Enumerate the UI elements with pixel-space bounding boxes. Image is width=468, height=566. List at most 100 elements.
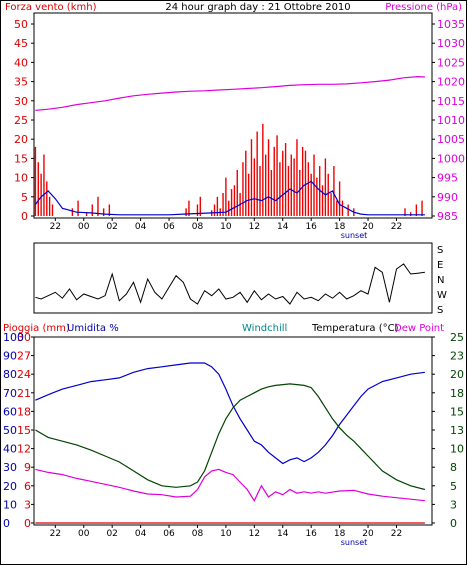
hour-tick-label: 10 [220,222,232,232]
rain-tick-label: 6 [24,480,31,493]
wind-tick-label: 15 [14,152,28,165]
wind-pressure-lines [34,75,425,216]
wind-tick-label: 30 [14,95,28,108]
hour-tick-label: 10 [220,529,232,539]
pressure-tick-label: 1020 [437,76,465,89]
temperature-tick-label: 18 [450,387,464,400]
temp-humidity-lines [35,362,426,524]
humidity-tick-label: 40 [3,443,17,456]
panel-temp-humidity: Pioggia (mm) Umidita % Windchill Tempera… [3,323,464,547]
hour-tick-label: 20 [362,222,374,232]
pressure-tick-label: 1025 [437,56,465,69]
hour-tick-label: 06 [163,222,175,232]
wind-tick-label: 20 [14,133,28,146]
temperature-tick-label: 5 [450,480,457,493]
hour-tick-label: 00 [78,222,90,232]
hour-tick-label: 20 [362,529,374,539]
plot-frame-wind [33,12,433,219]
wind-tick-label: 5 [21,191,28,204]
wind-tick-label: 35 [14,76,28,89]
wind-tick-label: 25 [14,114,28,127]
chart-title: 24 hour graph day : 21 Ottobre 2010 [165,2,350,13]
temperature-tick-label: 10 [450,443,464,456]
wind-direction-line [35,263,425,305]
hour-tick-label: 00 [78,529,90,539]
rain-tick-label: 12 [17,443,31,456]
sunset-label-bottom: sunset [341,538,368,547]
wind-tick-label: 0 [21,210,28,223]
windchill-label: Windchill [242,323,287,334]
pressure-axis-label: Pressione (hPa) [385,2,462,13]
humidity-tick-label: 30 [3,461,17,474]
pressure-tick-label: 1015 [437,95,465,108]
hour-tick-label: 14 [277,529,289,539]
humidity-tick-label: 0 [3,517,10,530]
rain-tick-label: 18 [17,405,31,418]
pressure-tick-label: 1035 [437,18,465,31]
hour-tick-labels-top: 22 00 02 04 06 08 10 12 14 16 18 20 22 [50,218,402,232]
hour-tick-label: 04 [135,222,147,232]
humidity-axis-label: Umidita % [67,323,119,334]
hour-tick-label: 12 [249,222,260,232]
pressure-tick-label: 990 [437,191,458,204]
temperature-tick-label: 3 [450,498,457,511]
dewpoint-label: Dew Point [394,323,444,334]
hour-tick-label: 08 [192,222,204,232]
rain-tick-label: 3 [24,498,31,511]
rain-axis-label: Pioggia (mm) [3,323,70,334]
compass-label: E [437,260,443,271]
wind-tick-label: 45 [14,37,28,50]
humidity-tick-label: 20 [3,480,17,493]
humidity-tick-label: 90 [3,350,17,363]
wind-tick-labels: 0 5 10 15 20 25 30 35 40 45 50 [14,18,34,223]
rain-tick-label: 30 [17,331,31,344]
plot-frame-temp [33,336,433,526]
pressure-line [35,75,425,111]
rain-tick-label: 27 [17,350,31,363]
pressure-tick-label: 1030 [437,37,465,50]
hour-tick-label: 22 [50,222,61,232]
hour-tick-label: 06 [163,529,175,539]
hour-tick-label: 14 [277,222,289,232]
compass-label: N [437,275,444,286]
hour-tick-label: 08 [192,529,204,539]
pressure-tick-labels: 985 990 995 1000 1005 1010 1015 1020 1025 1030 103… [432,18,465,223]
humidity-tick-label: 70 [3,387,17,400]
wind-tick-label: 40 [14,56,28,69]
rain-tick-labels: 0 3 6 9 12 15 18 21 24 27 30 [17,331,34,530]
rain-tick-label: 24 [17,368,31,381]
humidity-line [35,362,425,465]
temperature-tick-label: 8 [450,461,457,474]
panel-wind-pressure: Forza vento (kmh) 24 hour graph day : 21… [5,2,465,240]
wind-direction-line [35,263,425,305]
hour-tick-labels-bottom: 22 00 02 04 06 08 10 12 14 16 18 20 22 [50,525,402,539]
rain-tick-label: 15 [17,424,31,437]
temperature-tick-label: 20 [450,368,464,381]
temperature-line [35,383,426,491]
pressure-tick-label: 995 [437,172,458,185]
pressure-tick-label: 1010 [437,114,465,127]
humidity-tick-label: 60 [3,405,17,418]
wind-speed-line [34,180,425,216]
hour-tick-label: 16 [305,222,317,232]
hour-tick-label: 22 [391,529,402,539]
hour-tick-label: 22 [50,529,61,539]
temperature-tick-labels: 0 3 5 8 10 13 15 18 20 23 25 [432,331,464,530]
rain-tick-label: 0 [24,517,31,530]
temperature-tick-label: 0 [450,517,457,530]
humidity-tick-label: 80 [3,368,17,381]
hour-tick-label: 18 [334,529,346,539]
wind-tick-label: 10 [14,172,28,185]
hour-tick-label: 04 [135,529,147,539]
hour-tick-label: 12 [249,529,260,539]
pressure-tick-label: 1005 [437,133,465,146]
temperature-tick-label: 23 [450,350,464,363]
hour-tick-label: 18 [334,222,346,232]
temperature-tick-label: 13 [450,424,464,437]
pressure-tick-label: 985 [437,210,458,223]
temperature-tick-label: 15 [450,405,464,418]
humidity-tick-labels: 0 10 20 30 40 50 60 70 80 90 100 [3,331,24,530]
